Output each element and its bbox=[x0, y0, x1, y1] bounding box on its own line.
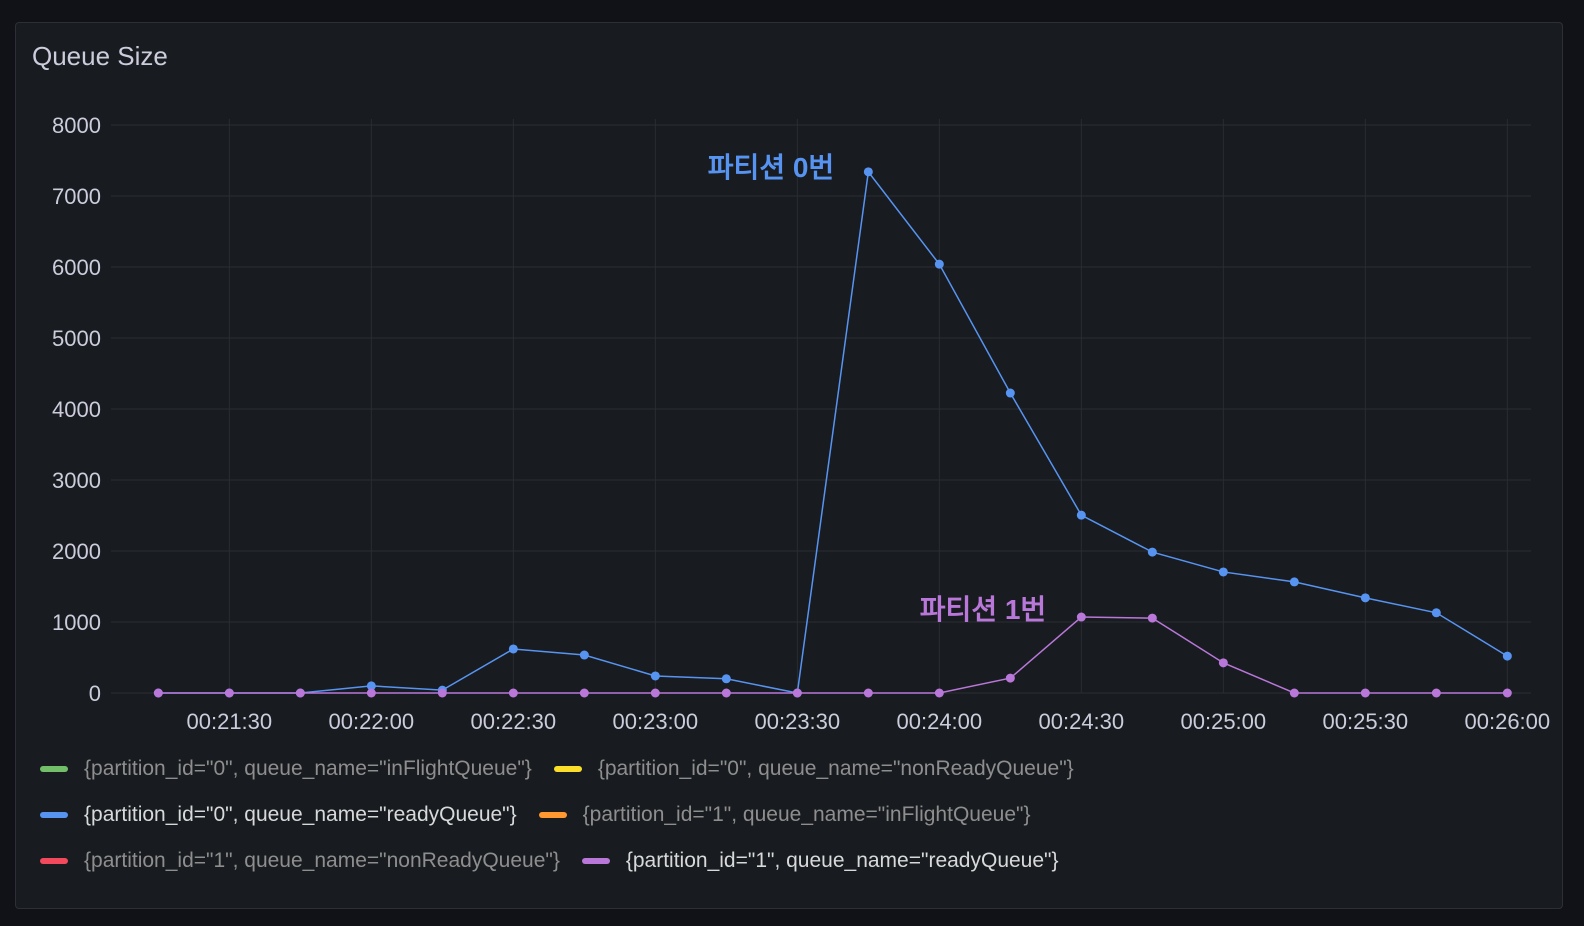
legend-label: {partition_id="0", queue_name="readyQueu… bbox=[84, 803, 517, 826]
panel-title: Queue Size bbox=[32, 41, 168, 71]
y-tick-label: 3000 bbox=[52, 468, 101, 493]
legend-swatch bbox=[40, 812, 68, 818]
data-point bbox=[792, 688, 802, 698]
data-point bbox=[508, 688, 518, 698]
legend: {partition_id="0", queue_name="inFlightQ… bbox=[40, 755, 1360, 875]
data-point bbox=[650, 688, 660, 698]
y-tick-label: 1000 bbox=[52, 610, 101, 635]
data-point bbox=[863, 167, 873, 177]
data-point bbox=[1502, 651, 1512, 661]
data-point bbox=[1360, 593, 1370, 603]
data-point bbox=[366, 688, 376, 698]
data-point bbox=[508, 644, 518, 654]
data-point bbox=[1147, 613, 1157, 623]
legend-swatch bbox=[40, 858, 68, 864]
legend-item[interactable]: {partition_id="1", queue_name="inFlightQ… bbox=[538, 801, 1031, 829]
data-point bbox=[1431, 608, 1441, 618]
y-tick-label: 5000 bbox=[52, 326, 101, 351]
legend-label: {partition_id="0", queue_name="inFlightQ… bbox=[84, 757, 532, 780]
data-point bbox=[1076, 510, 1086, 520]
panel: Queue Size 0 1000 2000 3000 4000 5000 6000 7000… bbox=[15, 22, 1563, 909]
data-point bbox=[863, 688, 873, 698]
y-tick-label: 6000 bbox=[52, 255, 101, 280]
x-tick-label: 00:25:00 bbox=[1181, 709, 1267, 734]
legend-item[interactable]: {partition_id="1", queue_name="readyQueu… bbox=[581, 847, 1059, 875]
y-tick-label: 0 bbox=[89, 681, 101, 706]
legend-swatch bbox=[40, 766, 68, 772]
x-tick-label: 00:23:30 bbox=[755, 709, 841, 734]
data-point bbox=[934, 688, 944, 698]
legend-swatch bbox=[553, 766, 582, 772]
x-tick-label: 00:23:00 bbox=[613, 709, 699, 734]
x-tick-label: 00:22:00 bbox=[329, 709, 415, 734]
data-point bbox=[721, 674, 731, 684]
legend-swatch bbox=[581, 858, 610, 864]
x-tick-label: 00:26:00 bbox=[1465, 709, 1551, 734]
chart: 0 1000 2000 3000 4000 5000 6000 7000 8000 00:21:3… bbox=[52, 113, 1551, 734]
data-point bbox=[1005, 388, 1015, 398]
data-point bbox=[1360, 688, 1370, 698]
data-point bbox=[437, 688, 447, 698]
data-point bbox=[1005, 673, 1015, 683]
data-point bbox=[1289, 577, 1299, 587]
data-point bbox=[650, 671, 660, 681]
data-point bbox=[1218, 658, 1228, 668]
data-point bbox=[1431, 688, 1441, 698]
x-tick-label: 00:22:30 bbox=[471, 709, 557, 734]
legend-item[interactable]: {partition_id="0", queue_name="nonReadyQ… bbox=[553, 755, 1074, 783]
legend-item[interactable]: {partition_id="0", queue_name="readyQueu… bbox=[40, 801, 517, 829]
data-point bbox=[1076, 612, 1086, 622]
legend-label: {partition_id="1", queue_name="readyQueu… bbox=[625, 849, 1059, 872]
x-tick-label: 00:24:00 bbox=[897, 709, 983, 734]
data-point bbox=[153, 688, 163, 698]
y-tick-label: 2000 bbox=[52, 539, 101, 564]
legend-item[interactable]: {partition_id="0", queue_name="inFlightQ… bbox=[40, 755, 532, 783]
data-point bbox=[1218, 567, 1228, 577]
legend-swatch bbox=[538, 812, 567, 818]
y-tick-label: 7000 bbox=[52, 184, 101, 209]
data-point bbox=[934, 259, 944, 269]
data-point bbox=[1289, 688, 1299, 698]
data-point bbox=[1502, 688, 1512, 698]
annotation: 파티션 0번 bbox=[708, 152, 834, 183]
legend-item[interactable]: {partition_id="1", queue_name="nonReadyQ… bbox=[40, 847, 560, 875]
data-point bbox=[579, 688, 589, 698]
y-tick-label: 8000 bbox=[52, 113, 101, 138]
data-point bbox=[1147, 547, 1157, 557]
x-tick-label: 00:25:30 bbox=[1323, 709, 1409, 734]
data-point bbox=[295, 688, 305, 698]
legend-label: {partition_id="1", queue_name="inFlightQ… bbox=[582, 803, 1031, 826]
data-point bbox=[721, 688, 731, 698]
y-tick-label: 4000 bbox=[52, 397, 101, 422]
x-tick-label: 00:24:30 bbox=[1039, 709, 1125, 734]
legend-label: {partition_id="0", queue_name="nonReadyQ… bbox=[597, 757, 1074, 780]
series-line bbox=[158, 616, 1508, 694]
x-tick-label: 00:21:30 bbox=[187, 709, 273, 734]
data-point bbox=[366, 681, 376, 691]
series-line bbox=[158, 169, 1508, 694]
data-point bbox=[224, 688, 234, 698]
annotation: 파티션 1번 bbox=[920, 594, 1046, 625]
legend-label: {partition_id="1", queue_name="nonReadyQ… bbox=[84, 849, 560, 872]
data-point bbox=[579, 650, 589, 660]
